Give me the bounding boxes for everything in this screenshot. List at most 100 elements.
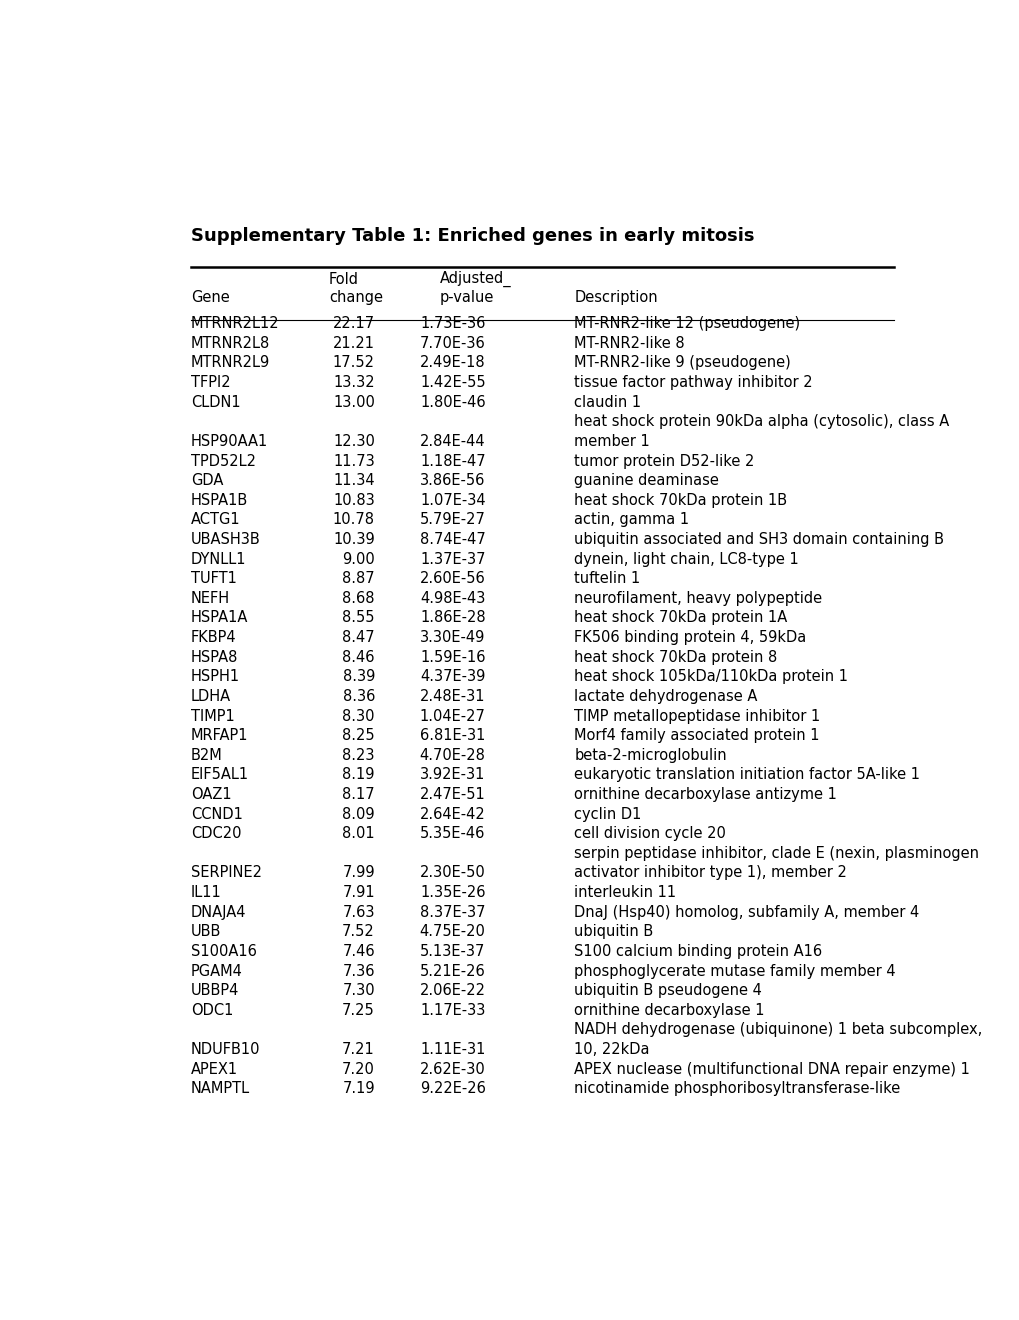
Text: 4.98E-43: 4.98E-43 <box>420 591 485 606</box>
Text: phosphoglycerate mutase family member 4: phosphoglycerate mutase family member 4 <box>574 964 895 978</box>
Text: 1.80E-46: 1.80E-46 <box>420 395 485 409</box>
Text: 6.81E-31: 6.81E-31 <box>420 729 485 743</box>
Text: MT-RNR2-like 12 (pseudogene): MT-RNR2-like 12 (pseudogene) <box>574 317 800 331</box>
Text: member 1: member 1 <box>574 434 649 449</box>
Text: B2M: B2M <box>191 747 222 763</box>
Text: HSPA8: HSPA8 <box>191 649 237 665</box>
Text: tumor protein D52-like 2: tumor protein D52-like 2 <box>574 454 754 469</box>
Text: 7.36: 7.36 <box>342 964 375 978</box>
Text: 17.52: 17.52 <box>332 355 375 371</box>
Text: 8.74E-47: 8.74E-47 <box>420 532 485 546</box>
Text: 8.17: 8.17 <box>342 787 375 803</box>
Text: 2.48E-31: 2.48E-31 <box>420 689 485 704</box>
Text: CLDN1: CLDN1 <box>191 395 240 409</box>
Text: serpin peptidase inhibitor, clade E (nexin, plasminogen: serpin peptidase inhibitor, clade E (nex… <box>574 846 978 861</box>
Text: TIMP1: TIMP1 <box>191 709 234 723</box>
Text: 7.30: 7.30 <box>342 983 375 998</box>
Text: 8.25: 8.25 <box>342 729 375 743</box>
Text: 3.30E-49: 3.30E-49 <box>420 630 485 645</box>
Text: 8.19: 8.19 <box>342 767 375 783</box>
Text: 7.70E-36: 7.70E-36 <box>420 335 485 351</box>
Text: APEX nuclease (multifunctional DNA repair enzyme) 1: APEX nuclease (multifunctional DNA repai… <box>574 1061 969 1077</box>
Text: Morf4 family associated protein 1: Morf4 family associated protein 1 <box>574 729 819 743</box>
Text: MT-RNR2-like 8: MT-RNR2-like 8 <box>574 335 684 351</box>
Text: UBB: UBB <box>191 924 221 940</box>
Text: ornithine decarboxylase 1: ornithine decarboxylase 1 <box>574 1003 764 1018</box>
Text: 8.23: 8.23 <box>342 747 375 763</box>
Text: NADH dehydrogenase (ubiquinone) 1 beta subcomplex,: NADH dehydrogenase (ubiquinone) 1 beta s… <box>574 1023 981 1038</box>
Text: UBBP4: UBBP4 <box>191 983 238 998</box>
Text: heat shock protein 90kDa alpha (cytosolic), class A: heat shock protein 90kDa alpha (cytosoli… <box>574 414 949 429</box>
Text: 4.37E-39: 4.37E-39 <box>420 669 485 684</box>
Text: 2.84E-44: 2.84E-44 <box>420 434 485 449</box>
Text: MTRNR2L8: MTRNR2L8 <box>191 335 270 351</box>
Text: 10.78: 10.78 <box>332 512 375 528</box>
Text: 22.17: 22.17 <box>332 317 375 331</box>
Text: 1.07E-34: 1.07E-34 <box>420 492 485 508</box>
Text: 1.17E-33: 1.17E-33 <box>420 1003 485 1018</box>
Text: tuftelin 1: tuftelin 1 <box>574 572 640 586</box>
Text: MT-RNR2-like 9 (pseudogene): MT-RNR2-like 9 (pseudogene) <box>574 355 790 371</box>
Text: guanine deaminase: guanine deaminase <box>574 473 718 488</box>
Text: 1.18E-47: 1.18E-47 <box>420 454 485 469</box>
Text: 8.30: 8.30 <box>342 709 375 723</box>
Text: 10, 22kDa: 10, 22kDa <box>574 1041 649 1057</box>
Text: 8.09: 8.09 <box>342 807 375 821</box>
Text: NDUFB10: NDUFB10 <box>191 1041 260 1057</box>
Text: Adjusted_: Adjusted_ <box>439 272 511 288</box>
Text: 1.35E-26: 1.35E-26 <box>420 886 485 900</box>
Text: MTRNR2L12: MTRNR2L12 <box>191 317 279 331</box>
Text: ubiquitin associated and SH3 domain containing B: ubiquitin associated and SH3 domain cont… <box>574 532 944 546</box>
Text: 2.64E-42: 2.64E-42 <box>420 807 485 821</box>
Text: 5.21E-26: 5.21E-26 <box>420 964 485 978</box>
Text: 1.11E-31: 1.11E-31 <box>420 1041 485 1057</box>
Text: MRFAP1: MRFAP1 <box>191 729 248 743</box>
Text: eukaryotic translation initiation factor 5A-like 1: eukaryotic translation initiation factor… <box>574 767 919 783</box>
Text: interleukin 11: interleukin 11 <box>574 886 676 900</box>
Text: ubiquitin B: ubiquitin B <box>574 924 653 940</box>
Text: 3.86E-56: 3.86E-56 <box>420 473 485 488</box>
Text: DNAJA4: DNAJA4 <box>191 904 246 920</box>
Text: 1.42E-55: 1.42E-55 <box>420 375 485 389</box>
Text: 12.30: 12.30 <box>333 434 375 449</box>
Text: 8.47: 8.47 <box>342 630 375 645</box>
Text: FKBP4: FKBP4 <box>191 630 236 645</box>
Text: EIF5AL1: EIF5AL1 <box>191 767 249 783</box>
Text: ornithine decarboxylase antizyme 1: ornithine decarboxylase antizyme 1 <box>574 787 837 803</box>
Text: HSPA1B: HSPA1B <box>191 492 248 508</box>
Text: 1.37E-37: 1.37E-37 <box>420 552 485 566</box>
Text: 5.35E-46: 5.35E-46 <box>420 826 485 841</box>
Text: lactate dehydrogenase A: lactate dehydrogenase A <box>574 689 757 704</box>
Text: heat shock 70kDa protein 1A: heat shock 70kDa protein 1A <box>574 610 787 626</box>
Text: 2.62E-30: 2.62E-30 <box>420 1061 485 1077</box>
Text: 7.25: 7.25 <box>341 1003 375 1018</box>
Text: ubiquitin B pseudogene 4: ubiquitin B pseudogene 4 <box>574 983 761 998</box>
Text: Description: Description <box>574 290 657 305</box>
Text: 2.06E-22: 2.06E-22 <box>419 983 485 998</box>
Text: TFPI2: TFPI2 <box>191 375 230 389</box>
Text: 2.60E-56: 2.60E-56 <box>420 572 485 586</box>
Text: NAMPTL: NAMPTL <box>191 1081 250 1096</box>
Text: 8.39: 8.39 <box>342 669 375 684</box>
Text: 8.68: 8.68 <box>342 591 375 606</box>
Text: 1.04E-27: 1.04E-27 <box>419 709 485 723</box>
Text: Gene: Gene <box>191 290 229 305</box>
Text: heat shock 70kDa protein 1B: heat shock 70kDa protein 1B <box>574 492 787 508</box>
Text: DnaJ (Hsp40) homolog, subfamily A, member 4: DnaJ (Hsp40) homolog, subfamily A, membe… <box>574 904 918 920</box>
Text: 4.75E-20: 4.75E-20 <box>419 924 485 940</box>
Text: actin, gamma 1: actin, gamma 1 <box>574 512 689 528</box>
Text: LDHA: LDHA <box>191 689 230 704</box>
Text: dynein, light chain, LC8-type 1: dynein, light chain, LC8-type 1 <box>574 552 798 566</box>
Text: 1.59E-16: 1.59E-16 <box>420 649 485 665</box>
Text: neurofilament, heavy polypeptide: neurofilament, heavy polypeptide <box>574 591 821 606</box>
Text: TPD52L2: TPD52L2 <box>191 454 256 469</box>
Text: 3.92E-31: 3.92E-31 <box>420 767 485 783</box>
Text: activator inhibitor type 1), member 2: activator inhibitor type 1), member 2 <box>574 866 846 880</box>
Text: SERPINE2: SERPINE2 <box>191 866 262 880</box>
Text: 9.22E-26: 9.22E-26 <box>419 1081 485 1096</box>
Text: 7.99: 7.99 <box>342 866 375 880</box>
Text: HSP90AA1: HSP90AA1 <box>191 434 268 449</box>
Text: 1.86E-28: 1.86E-28 <box>420 610 485 626</box>
Text: claudin 1: claudin 1 <box>574 395 641 409</box>
Text: Fold: Fold <box>329 272 359 288</box>
